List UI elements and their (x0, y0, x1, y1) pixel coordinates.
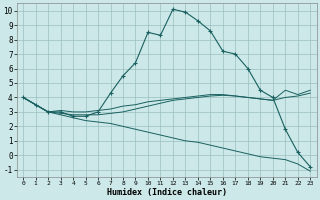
X-axis label: Humidex (Indice chaleur): Humidex (Indice chaleur) (107, 188, 227, 197)
